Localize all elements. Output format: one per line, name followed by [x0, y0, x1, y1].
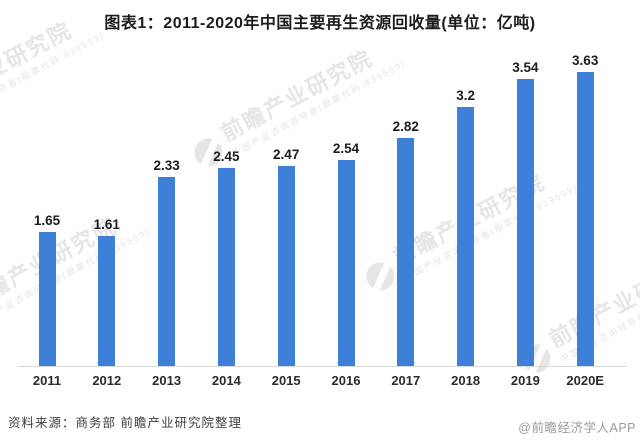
x-tick-label-2018: 2018 [451, 373, 481, 388]
credit-text: @前瞻经济学人APP [518, 421, 636, 435]
bar-2014 [217, 168, 235, 366]
x-tick-label-2015: 2015 [271, 373, 301, 388]
chart-title: 图表1：2011-2020年中国主要再生资源回收量(单位：亿吨) [104, 15, 536, 32]
value-label-2017: 2.82 [392, 119, 419, 134]
bar-2013 [158, 177, 176, 366]
x-tick-label-2011: 2011 [32, 373, 62, 388]
bar-2017 [397, 138, 415, 366]
bar-2015 [277, 166, 295, 366]
bar-2018 [457, 107, 475, 366]
value-label-2018: 3.2 [456, 88, 475, 103]
x-axis-line [18, 366, 627, 367]
x-tick-label-2016: 2016 [331, 373, 361, 388]
value-label-2016: 2.54 [332, 141, 360, 156]
x-tick-label-2014: 2014 [211, 373, 241, 388]
bar-2012 [98, 236, 116, 366]
value-label-2014: 2.45 [213, 149, 240, 164]
value-label-2013: 2.33 [153, 158, 180, 173]
value-label-2020E: 3.63 [572, 53, 599, 68]
bar-2016 [337, 160, 355, 366]
x-tick-label-2017: 2017 [391, 373, 421, 388]
bar-2011 [38, 232, 56, 366]
value-label-2015: 2.47 [273, 147, 300, 162]
x-tick-label-2020E: 2020E [566, 373, 604, 388]
x-tick-label-2013: 2013 [152, 373, 182, 388]
bar-2019 [516, 79, 534, 366]
bar-2020E [576, 72, 594, 366]
x-tick-label-2019: 2019 [510, 373, 540, 388]
x-tick-label-2012: 2012 [92, 373, 122, 388]
source-text: 资料来源：商务部 前瞻产业研究院整理 [8, 416, 242, 430]
value-label-2011: 1.65 [33, 213, 61, 228]
value-label-2012: 1.61 [93, 217, 120, 232]
value-label-2019: 3.54 [512, 60, 539, 75]
